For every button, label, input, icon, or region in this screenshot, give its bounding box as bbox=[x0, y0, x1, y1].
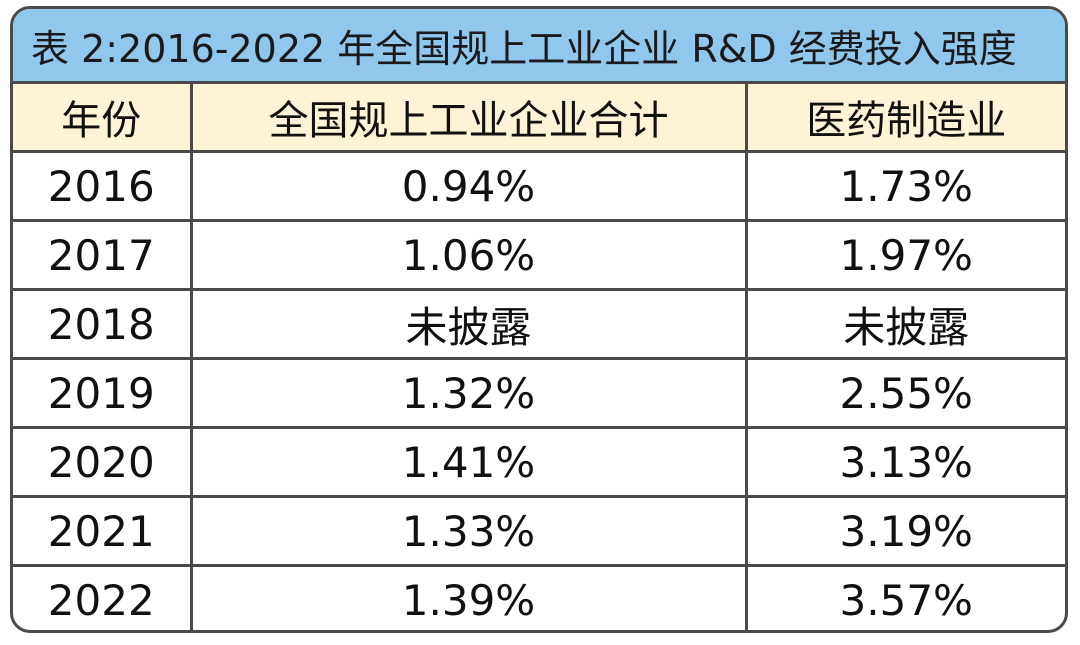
year-cell: 2017 bbox=[13, 220, 193, 291]
year-cell: 2019 bbox=[13, 358, 193, 429]
year-cell: 2021 bbox=[13, 496, 193, 567]
year-cell: 2020 bbox=[13, 427, 193, 498]
national-total-cell: 1.41% bbox=[191, 427, 748, 498]
pharma-cell: 3.13% bbox=[746, 427, 1065, 498]
national-total-cell: 1.33% bbox=[191, 496, 748, 567]
table-title-bar: 表 2:2016-2022 年全国规上工业企业 R&D 经费投入强度 bbox=[13, 9, 1065, 84]
table-row: 2017 1.06% 1.97% bbox=[13, 220, 1065, 291]
pharma-cell: 3.57% bbox=[839, 575, 973, 625]
year-cell: 2022 bbox=[13, 565, 193, 630]
pharma-cell: 1.97% bbox=[746, 220, 1065, 291]
table-row: 2016 0.94% 1.73% bbox=[13, 151, 1065, 222]
table-row: 2021 1.33% 3.19% bbox=[13, 496, 1065, 567]
pharma-cell: 1.73% bbox=[746, 151, 1065, 222]
header-pharma: 医药制造业 bbox=[746, 84, 1065, 153]
table-row: 2018 未披露 未披露 bbox=[13, 289, 1065, 360]
table-row: 2019 1.32% 2.55% bbox=[13, 358, 1065, 429]
data-table: 年份 全国规上工业企业合计 医药制造业 2016 0.94% 1.73% 201… bbox=[13, 84, 1065, 630]
national-total-cell: 1.32% bbox=[191, 358, 748, 429]
pharma-cell: 3.19% bbox=[746, 496, 1065, 567]
table-title: 表 2:2016-2022 年全国规上工业企业 R&D 经费投入强度 bbox=[31, 26, 1017, 71]
national-total-cell: 0.94% bbox=[191, 151, 748, 222]
header-year: 年份 bbox=[13, 84, 193, 153]
national-total-cell: 1.39% bbox=[191, 565, 748, 630]
header-national-total: 全国规上工业企业合计 bbox=[191, 84, 748, 153]
year-cell: 2016 bbox=[13, 151, 193, 222]
national-total-cell: 1.06% bbox=[191, 220, 748, 291]
pharma-cell: 未披露 bbox=[746, 289, 1065, 360]
national-total-cell: 未披露 bbox=[191, 289, 748, 360]
table-card: 表 2:2016-2022 年全国规上工业企业 R&D 经费投入强度 年份 全国… bbox=[10, 6, 1068, 633]
table-row: 2020 1.41% 3.13% bbox=[13, 427, 1065, 498]
pharma-cell: 2.55% bbox=[746, 358, 1065, 429]
table-row: 2022 1.39% 3.57% bbox=[13, 565, 1065, 630]
year-cell: 2018 bbox=[13, 289, 193, 360]
header-row: 年份 全国规上工业企业合计 医药制造业 bbox=[13, 84, 1065, 153]
